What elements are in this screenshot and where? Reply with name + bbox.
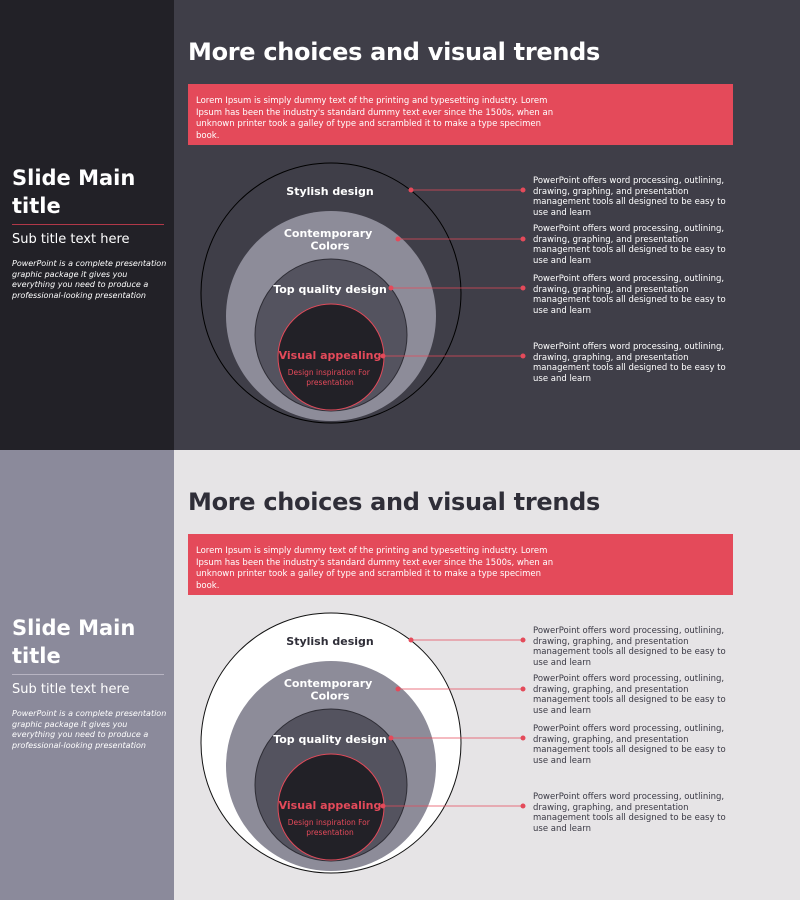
level-2-description: PowerPoint offers word processing, outli… [533,674,726,716]
sidebar-subtitle: Sub title text here [12,232,130,247]
level-4-description: PowerPoint offers word processing, outli… [533,342,726,384]
level-2-description: PowerPoint offers word processing, outli… [533,224,726,266]
banner-text: Lorem Ipsum is simply dummy text of the … [196,546,554,591]
red-banner: Lorem Ipsum is simply dummy text of the … [188,84,733,145]
connector-1 [408,637,526,643]
slide-light: Slide Main title Sub title text here Pow… [0,450,800,900]
level-1-label: Stylish design [286,185,373,198]
nested-circle-diagram: Stylish design Contemporary Colors Top q… [200,612,526,874]
connector-4 [380,353,526,359]
sidebar: Slide Main title Sub title text here Pow… [0,0,174,450]
page-title: More choices and visual trends [188,38,600,66]
level-4-sublabel: Design inspiration For presentation [288,368,372,387]
level-2-label: Contemporary Colors [284,677,376,703]
connector-2 [395,686,526,692]
level-4-sublabel: Design inspiration For presentation [288,818,372,837]
level-4-label: Visual appealing [279,799,382,812]
sidebar-title: Slide Main title [12,616,136,668]
nested-circle-diagram: Stylish design Contemporary Colors Top q… [200,162,526,424]
sidebar-description: PowerPoint is a complete presentation gr… [12,259,167,300]
level-2-label: Contemporary Colors [284,227,376,253]
sidebar-description: PowerPoint is a complete presentation gr… [12,709,167,750]
connector-3 [388,285,526,291]
level-4-label: Visual appealing [279,349,382,362]
level-3-label: Top quality design [273,733,387,746]
level-1-description: PowerPoint offers word processing, outli… [533,626,726,668]
level-3-description: PowerPoint offers word processing, outli… [533,724,726,766]
red-banner: Lorem Ipsum is simply dummy text of the … [188,534,733,595]
connector-3 [388,735,526,741]
level-3-label: Top quality design [273,283,387,296]
sidebar-subtitle: Sub title text here [12,682,130,697]
connector-2 [395,236,526,242]
level-3-description: PowerPoint offers word processing, outli… [533,274,726,316]
level-1-label: Stylish design [286,635,373,648]
level-1-description: PowerPoint offers word processing, outli… [533,176,726,218]
connector-4 [380,803,526,809]
sidebar: Slide Main title Sub title text here Pow… [0,450,174,900]
banner-text: Lorem Ipsum is simply dummy text of the … [196,96,554,141]
level-4-description: PowerPoint offers word processing, outli… [533,792,726,834]
slide-dark: Slide Main title Sub title text here Pow… [0,0,800,450]
connector-1 [408,187,526,193]
sidebar-divider [12,224,164,225]
outer-ring [200,162,462,424]
sidebar-divider [12,674,164,675]
page-title: More choices and visual trends [188,488,600,516]
sidebar-title: Slide Main title [12,166,136,218]
